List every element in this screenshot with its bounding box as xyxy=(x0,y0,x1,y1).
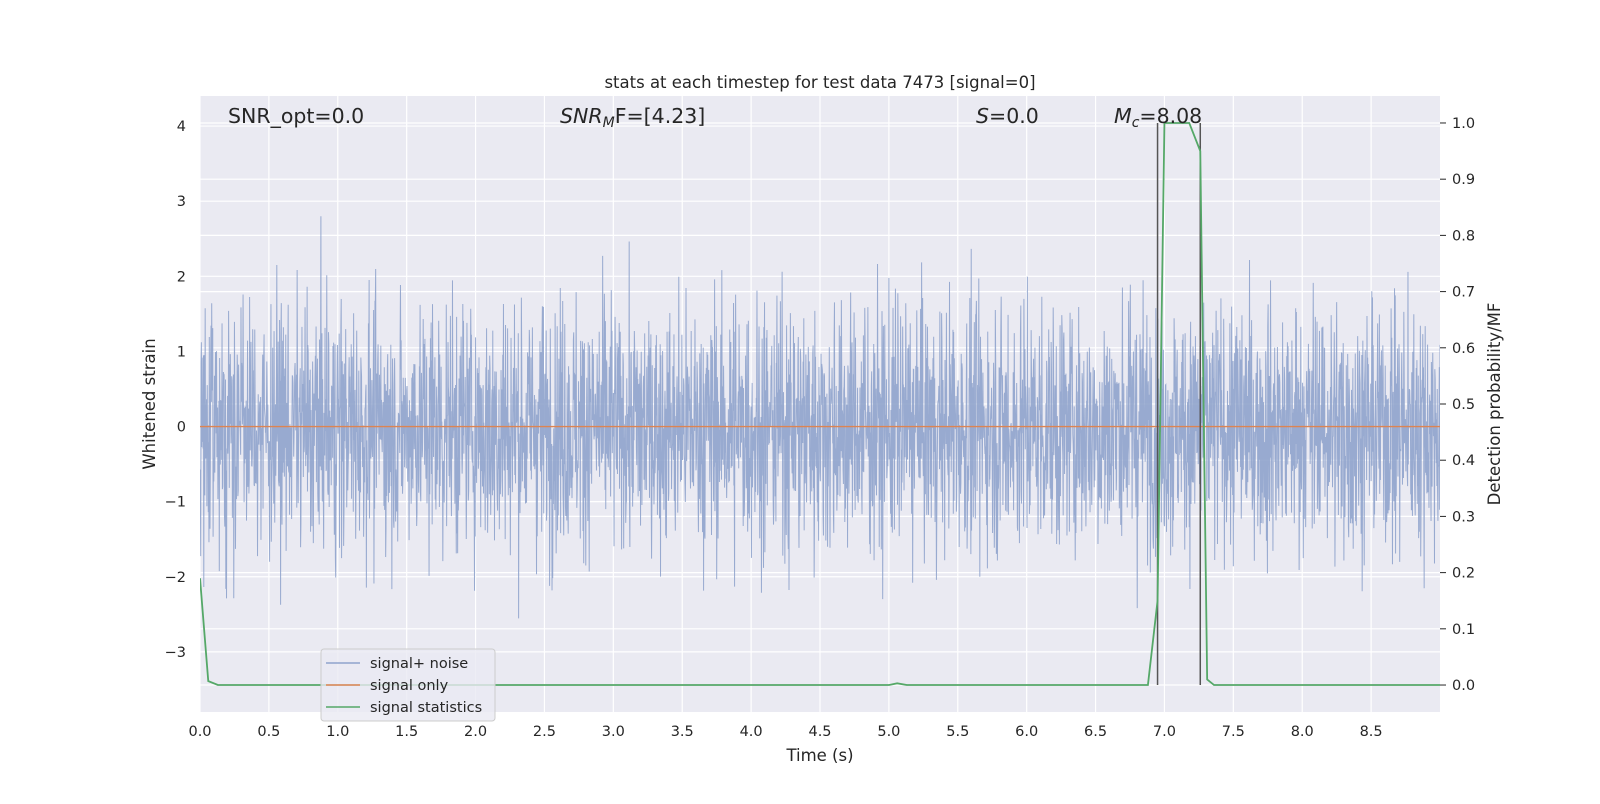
y2-axis-label: Detection probability/MF xyxy=(1485,303,1504,506)
x-tick-label: 7.0 xyxy=(1153,724,1176,740)
legend-box xyxy=(320,648,496,722)
x-tick-label: 2.5 xyxy=(533,724,556,740)
annotation-snr-mf-sub: M xyxy=(603,115,615,131)
annotation-snr-mf-main: SNR xyxy=(560,104,603,128)
y2-tick-label: 0.4 xyxy=(1452,453,1475,469)
annotation-s-rest: =0.0 xyxy=(989,104,1039,128)
x-axis-label: Time (s) xyxy=(785,746,853,765)
annotation-mc-rest: =8.08 xyxy=(1139,104,1202,128)
y2-tick-label: 0.5 xyxy=(1452,397,1475,413)
annotation-mc-main: M xyxy=(1114,104,1132,128)
legend-label-signal-statistics: signal statistics xyxy=(370,700,482,716)
annotation-mc: Mc=8.08 xyxy=(1114,104,1202,131)
x-tick-label: 6.0 xyxy=(1015,724,1038,740)
series-signal-noise xyxy=(200,216,1440,619)
x-tick-label: 2.0 xyxy=(464,724,487,740)
y-tick-label: 3 xyxy=(177,194,186,210)
y-tick-label: −3 xyxy=(165,645,186,661)
ticks: 0.0 0.5 1.0 1.5 2.0 2.5 3.0 3.5 4.0 4.5 5.0 5.5 6.0 6… xyxy=(165,116,1475,740)
y2-tick-label: 0.3 xyxy=(1452,509,1475,525)
annotation-snr-opt: SNR_opt=0.0 xyxy=(228,104,364,129)
x-tick-label: 5.5 xyxy=(946,724,969,740)
y-tick-label: 2 xyxy=(177,269,186,285)
y-tick-label: 1 xyxy=(177,344,186,360)
chart-title: stats at each timestep for test data 747… xyxy=(604,73,1035,92)
x-tick-label: 0.5 xyxy=(257,724,280,740)
y2-tick-label: 0.8 xyxy=(1452,228,1475,244)
y-axis-label: Whitened strain xyxy=(140,338,159,469)
x-tick-label: 1.0 xyxy=(326,724,349,740)
y2-tick-label: 0.7 xyxy=(1452,285,1475,301)
x-tick-label: 8.0 xyxy=(1291,724,1314,740)
x-tick-label: 3.0 xyxy=(602,724,625,740)
y2-tick-label: 0.0 xyxy=(1452,678,1475,694)
x-tick-label: 3.5 xyxy=(671,724,694,740)
x-tick-label: 8.5 xyxy=(1360,724,1383,740)
x-tick-label: 5.0 xyxy=(877,724,900,740)
y-tick-label: −1 xyxy=(165,495,186,511)
annotation-s-main: S xyxy=(976,104,989,128)
series-layer xyxy=(200,122,1440,686)
x-tick-label: 4.5 xyxy=(808,724,831,740)
x-tick-label: 0.0 xyxy=(188,724,211,740)
annotation-snr-mf: SNRMF=[4.23] xyxy=(560,104,705,131)
y-tick-label: −2 xyxy=(165,570,186,586)
x-tick-label: 6.5 xyxy=(1084,724,1107,740)
y2-tick-label: 0.1 xyxy=(1452,622,1475,638)
y2-tick-label: 0.6 xyxy=(1452,341,1475,357)
legend: signal+ noise signal only signal statist… xyxy=(320,648,496,722)
x-tick-label: 7.5 xyxy=(1222,724,1245,740)
x-tick-label: 1.5 xyxy=(395,724,418,740)
annotation-snr-mf-rest: F=[4.23] xyxy=(615,104,706,128)
y2-tick-label: 0.9 xyxy=(1452,172,1475,188)
legend-label-signal-only: signal only xyxy=(370,678,449,694)
y-tick-label: 0 xyxy=(177,420,186,436)
x-tick-label: 4.0 xyxy=(740,724,763,740)
y2-tick-label: 1.0 xyxy=(1452,116,1475,132)
y-tick-label: 4 xyxy=(177,119,186,135)
y2-tick-label: 0.2 xyxy=(1452,566,1475,582)
annotation-mc-sub: c xyxy=(1132,115,1140,131)
legend-label-signal-noise: signal+ noise xyxy=(370,656,468,672)
annotation-s: S=0.0 xyxy=(976,104,1039,128)
